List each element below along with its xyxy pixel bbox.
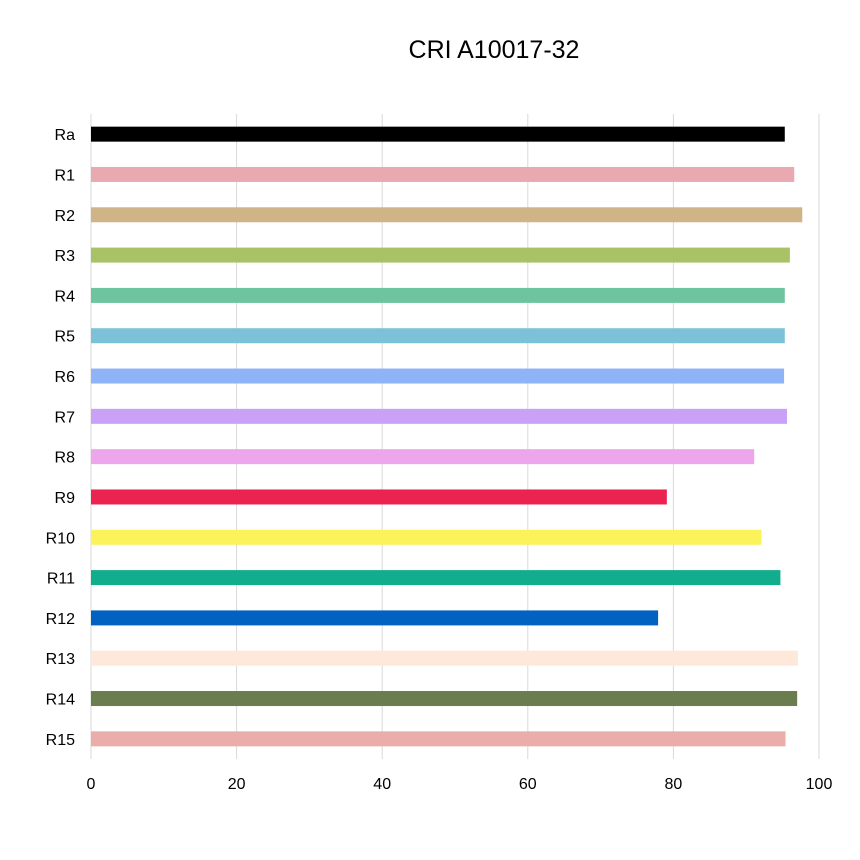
y-tick-label: R7	[55, 409, 76, 426]
y-tick-label: R14	[46, 692, 75, 709]
x-tick-label: 20	[228, 776, 246, 793]
y-tick-label: R13	[46, 651, 75, 668]
chart-title: CRI A10017-32	[408, 36, 580, 64]
y-tick-label: Ra	[55, 127, 76, 144]
bar-r15	[91, 731, 786, 747]
y-tick-label: R9	[55, 490, 76, 507]
bar-r7	[91, 408, 787, 424]
x-tick-label: 40	[373, 776, 391, 793]
y-tick-label: R15	[46, 732, 75, 749]
y-tick-label: R8	[55, 450, 76, 467]
x-tick-label: 100	[806, 776, 833, 793]
bar-r9	[91, 489, 667, 505]
bar-r8	[91, 449, 755, 465]
bar-r5	[91, 328, 785, 344]
y-tick-label: R1	[55, 167, 76, 184]
bar-r10	[91, 529, 762, 545]
y-tick-label: R6	[55, 369, 76, 386]
y-tick-label: R10	[46, 530, 75, 547]
bar-r6	[91, 368, 785, 384]
y-tick-label: R4	[55, 288, 76, 305]
bar-r1	[91, 166, 795, 182]
bar-r13	[91, 650, 798, 666]
y-tick-label: R12	[46, 611, 75, 628]
bar-r12	[91, 610, 659, 626]
x-tick-label: 80	[665, 776, 683, 793]
bar-r2	[91, 207, 803, 223]
bar-ra	[91, 126, 785, 142]
y-tick-label: R2	[55, 208, 76, 225]
bar-r4	[91, 287, 785, 303]
x-tick-label: 0	[87, 776, 96, 793]
bar-r3	[91, 247, 790, 263]
x-tick-label: 60	[519, 776, 537, 793]
y-tick-label: R3	[55, 248, 76, 265]
y-tick-label: R11	[47, 571, 75, 588]
bar-r14	[91, 691, 798, 707]
y-tick-label: R5	[55, 329, 76, 346]
bar-r11	[91, 570, 781, 586]
